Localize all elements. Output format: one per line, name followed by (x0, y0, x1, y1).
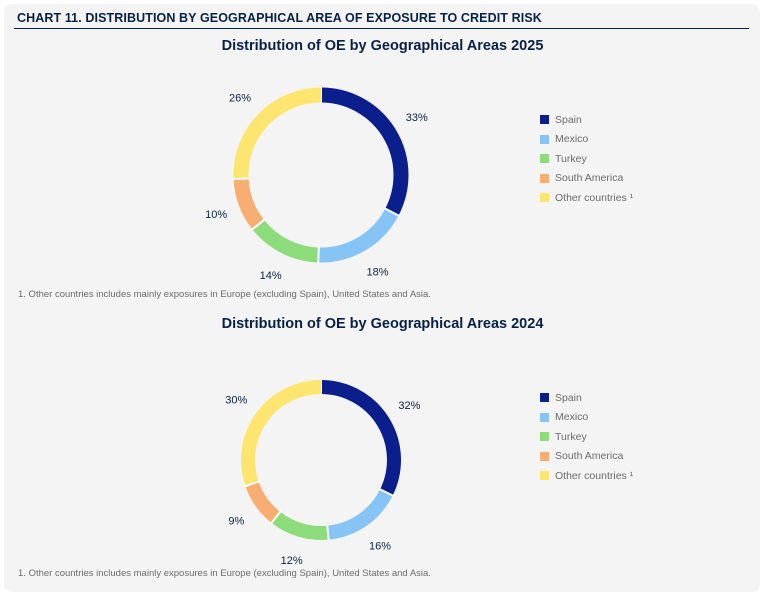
donut-slice-spain (320, 380, 401, 496)
donut-chart-2025: 33% 18% 14% 10% 26% (205, 86, 428, 282)
data-label-mexico: 18% (366, 267, 388, 279)
legend-item-turkey: Turkey (540, 427, 633, 447)
footnote: 1. Other countries includes mainly expos… (18, 568, 431, 579)
legend-item-south-america: South America (540, 447, 633, 467)
legend-label: Other countries ¹ (555, 191, 634, 204)
legend-label: South America (555, 172, 624, 185)
data-label-other-countries: 30% (225, 395, 247, 407)
slice-separator (378, 487, 395, 497)
legend-label: Mexico (555, 133, 589, 146)
slice-separator (317, 246, 320, 264)
legend-swatch (540, 173, 549, 183)
legend-label: Spain (555, 391, 582, 404)
chart-title: Distribution of OE by Geographical Areas… (221, 38, 544, 54)
data-label-south-america: 10% (205, 209, 227, 221)
legend-swatch (540, 393, 549, 403)
legend-swatch (540, 412, 549, 422)
slice-separator (326, 524, 330, 541)
donut-slice-south-america (245, 481, 281, 523)
donut-slice-other-countries (233, 87, 322, 180)
donut-slice-other-countries (241, 380, 322, 487)
slice-separator (250, 218, 266, 231)
footnote: 1. Other countries includes mainly expos… (18, 289, 431, 300)
data-label-other-countries: 26% (229, 93, 251, 105)
slice-separator (244, 480, 260, 488)
slice-separator (270, 510, 282, 525)
legend-label: Other countries ¹ (555, 469, 634, 482)
legend-swatch (540, 193, 549, 203)
legend-item-mexico: Mexico (540, 408, 633, 428)
legend-label: Turkey (555, 152, 587, 165)
donut-slice-turkey (271, 511, 329, 540)
legend-item-south-america: South America (540, 169, 633, 189)
data-label-mexico: 16% (369, 541, 391, 553)
legend-swatch (540, 451, 549, 461)
legend-item-spain: Spain (540, 110, 633, 130)
data-label-turkey: 12% (281, 555, 303, 566)
legend-label: South America (555, 450, 624, 463)
legend-swatch (540, 471, 549, 481)
legend-item-other-countries: Other countries ¹ (540, 188, 633, 208)
legend-swatch (540, 134, 549, 144)
legend-swatch (540, 115, 549, 125)
legend-label: Spain (555, 113, 582, 126)
data-label-spain: 32% (398, 400, 420, 412)
data-label-turkey: 14% (260, 270, 282, 282)
donut-chart-2024: 32% 16% 12% 9% 30% (225, 379, 421, 566)
legend-item-mexico: Mexico (540, 130, 633, 150)
legend-swatch (540, 432, 549, 442)
legend: Spain Mexico Turkey South America Other coun… (540, 388, 633, 486)
donut-slice-mexico (327, 489, 393, 540)
donut-panel-2024: Distribution of OE by Geographical Areas… (0, 316, 765, 586)
chart-header-title: CHART 11. DISTRIBUTION BY GEOGRAPHICAL A… (17, 11, 542, 25)
data-label-south-america: 9% (228, 515, 244, 527)
legend-label: Mexico (555, 411, 589, 424)
donut-slice-spain (320, 87, 409, 216)
legend-label: Turkey (555, 430, 587, 443)
legend-item-turkey: Turkey (540, 149, 633, 169)
donut-slice-turkey (252, 219, 320, 263)
donut-slice-south-america (233, 178, 265, 230)
slice-separator (232, 177, 250, 181)
legend-item-other-countries: Other countries ¹ (540, 466, 633, 486)
donut-panel-2025: Distribution of OE by Geographical Areas… (0, 38, 765, 308)
chart-title: Distribution of OE by Geographical Areas… (221, 316, 544, 332)
legend-swatch (540, 154, 549, 164)
data-label-spain: 33% (406, 112, 428, 124)
chart-header: CHART 11. DISTRIBUTION BY GEOGRAPHICAL A… (14, 8, 749, 29)
slice-separator (383, 207, 400, 217)
donut-slice-mexico (318, 208, 399, 263)
legend-item-spain: Spain (540, 388, 633, 408)
legend: Spain Mexico Turkey South America Other coun… (540, 110, 633, 208)
